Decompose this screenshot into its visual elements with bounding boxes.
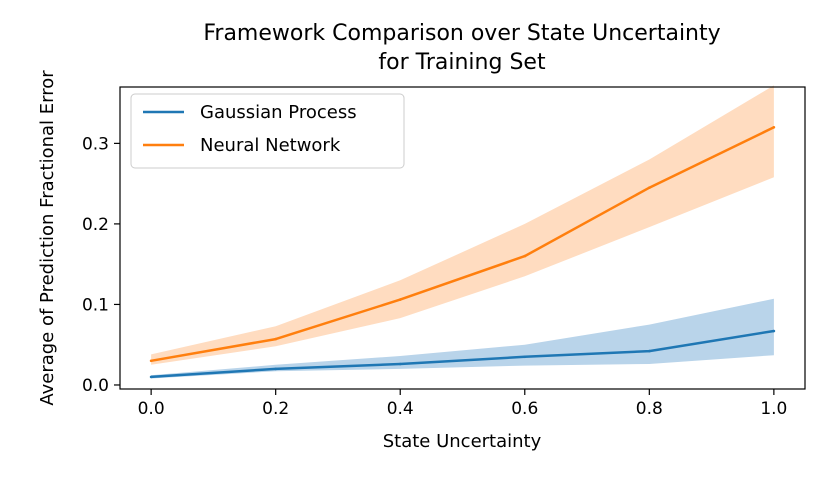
x-tick-label: 0.4 — [387, 399, 414, 419]
y-tick-label: 0.3 — [82, 134, 109, 154]
neural-network-point — [398, 298, 402, 301]
series-lines — [149, 126, 776, 379]
y-axis-ticks: 0.0 0.1 0.2 0.3 — [82, 134, 120, 396]
plot-frame — [119, 86, 806, 390]
neural-network-point — [523, 254, 527, 258]
confidence-bands — [151, 85, 774, 379]
neural-network-point — [149, 359, 153, 363]
x-axis-ticks: 0.0 0.2 0.4 0.6 0.8 1.0 — [138, 389, 787, 419]
neural-network-point — [772, 126, 776, 129]
x-tick-label: 0.0 — [138, 399, 165, 419]
neural-network-line — [150, 126, 775, 363]
x-tick-label: 0.8 — [636, 399, 663, 419]
neural-network-band — [151, 85, 774, 365]
gaussian-process-point — [772, 329, 776, 333]
legend-label-gaussian-process: Gaussian Process — [200, 102, 357, 123]
neural-network-point — [274, 337, 278, 341]
gaussian-process-point — [648, 349, 651, 353]
gaussian-process-point — [149, 375, 153, 379]
legend: Gaussian Process Neural Network — [130, 93, 405, 169]
neural-network-point — [648, 186, 651, 189]
y-axis-label: Average of Prediction Fractional Error — [37, 70, 58, 406]
legend-box — [130, 93, 405, 169]
x-tick-label: 1.0 — [760, 399, 787, 419]
y-tick-label: 0.0 — [82, 376, 109, 396]
gaussian-process-line — [151, 329, 775, 379]
y-tick-label: 0.2 — [82, 215, 109, 235]
chart-title-line-1: Framework Comparison over State Uncertai… — [203, 21, 720, 46]
x-tick-label: 0.6 — [511, 399, 538, 419]
x-tick-label: 0.2 — [262, 399, 289, 419]
chart-title-line-2: for Training Set — [378, 50, 546, 75]
gaussian-process-point — [398, 362, 402, 366]
gaussian-process-point — [523, 355, 527, 359]
gaussian-process-band — [151, 298, 774, 379]
x-axis-label: State Uncertainty — [383, 431, 542, 452]
y-tick-label: 0.1 — [82, 295, 109, 315]
legend-label-neural-network: Neural Network — [200, 135, 341, 156]
gaussian-process-point — [274, 367, 278, 371]
